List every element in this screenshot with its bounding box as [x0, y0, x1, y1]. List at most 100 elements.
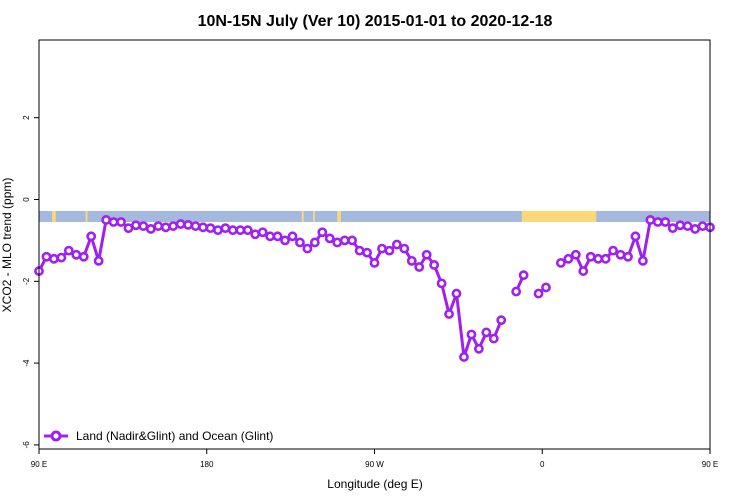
data-point: [623, 251, 633, 262]
data-point: [280, 235, 290, 246]
legend: Land (Nadir&Glint) and Ocean (Glint): [44, 429, 273, 443]
data-point: [287, 231, 298, 242]
data-point: [339, 235, 350, 246]
data-point: [198, 222, 208, 233]
y-axis-label: XCO2 - MLO trend (ppm): [0, 178, 14, 313]
data-point: [190, 221, 201, 231]
data-point: [369, 258, 380, 268]
data-point: [131, 220, 141, 231]
data-point: [555, 258, 566, 268]
data-point: [451, 288, 462, 299]
data-point: [213, 225, 223, 236]
data-point: [667, 223, 678, 234]
data-point: [205, 223, 216, 234]
data-point: [444, 309, 454, 319]
ocean-band: [39, 210, 710, 223]
data-point: [302, 243, 313, 254]
data-point: [108, 217, 119, 227]
data-point: [690, 224, 700, 234]
data-point: [652, 217, 663, 227]
data-point: [78, 251, 89, 262]
data-point: [49, 253, 59, 264]
data-point: [406, 255, 417, 266]
data-point: [86, 231, 97, 242]
data-point: [347, 235, 358, 246]
data-point: [63, 245, 74, 256]
data-point: [93, 255, 104, 266]
data-point: [600, 253, 611, 264]
legend-marker-swatch: [50, 430, 62, 442]
data-point: [101, 215, 111, 225]
x-tick-label: 0: [540, 460, 545, 469]
data-point: [541, 282, 551, 293]
land-segment: [85, 210, 88, 223]
data-point: [153, 221, 164, 231]
data-point: [317, 227, 328, 238]
data-point: [324, 233, 335, 244]
data-point: [71, 249, 82, 260]
data-point: [570, 249, 581, 260]
data-point: [645, 215, 656, 225]
y-tick-label: 0: [22, 197, 31, 202]
y-tick-label: 2: [22, 115, 31, 120]
data-point: [235, 225, 246, 236]
land-segment: [301, 210, 304, 223]
data-point: [466, 329, 477, 340]
data-point: [459, 352, 469, 362]
data-point: [593, 253, 604, 264]
data-point: [675, 220, 686, 231]
data-point: [660, 217, 671, 227]
data-point: [168, 221, 179, 231]
data-point: [160, 222, 171, 233]
data-point: [272, 231, 283, 242]
land-ocean-strip: [39, 210, 710, 223]
data-point: [399, 243, 410, 254]
data-point: [116, 217, 126, 227]
data-point: [309, 237, 320, 248]
data-point: [227, 225, 238, 236]
data-point: [242, 225, 253, 236]
data-point: [332, 237, 343, 248]
data-point: [682, 221, 693, 231]
data-point: [138, 221, 149, 231]
data-point: [56, 252, 67, 263]
data-point: [265, 231, 276, 242]
data-point: [533, 288, 544, 299]
data-point: [295, 237, 305, 248]
data-point: [257, 227, 268, 238]
data-point: [421, 249, 432, 260]
data-point: [384, 245, 395, 256]
land-segment: [337, 210, 341, 223]
data-point: [250, 229, 261, 240]
x-axis-label: Longitude (deg E): [327, 477, 422, 491]
data-point: [436, 278, 447, 289]
data-point: [123, 223, 134, 234]
data-point: [145, 224, 156, 234]
data-point: [377, 243, 387, 254]
data-point: [496, 315, 507, 326]
data-point: [518, 270, 529, 281]
data-point: [183, 219, 194, 230]
y-axis-ticks: 2 0 -2 -4 -6: [22, 115, 39, 448]
data-point: [175, 219, 186, 229]
land-segment: [312, 210, 315, 223]
data-point: [578, 266, 589, 276]
chart-title: 10N-15N July (Ver 10) 2015-01-01 to 2020…: [198, 13, 553, 30]
land-segment: [521, 210, 597, 223]
data-point: [511, 286, 522, 297]
data-point: [429, 260, 440, 270]
data-point: [414, 262, 425, 272]
data-point: [41, 251, 52, 262]
legend-label: Land (Nadir&Glint) and Ocean (Glint): [76, 429, 273, 443]
data-point: [638, 255, 648, 266]
data-series: [34, 215, 715, 362]
data-point: [697, 221, 708, 231]
land-segment: [52, 210, 56, 223]
data-point: [481, 327, 492, 338]
data-point: [362, 247, 372, 258]
data-point: [473, 343, 484, 354]
data-point: [220, 223, 231, 234]
data-point: [630, 231, 641, 242]
data-point: [488, 333, 499, 344]
